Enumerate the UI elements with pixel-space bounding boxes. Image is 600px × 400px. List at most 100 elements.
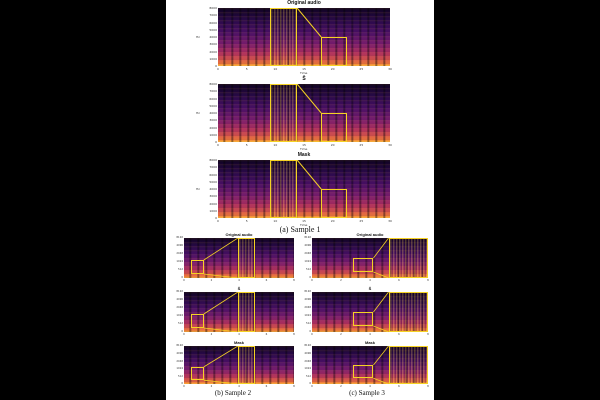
sample3-y-tick-label: 512: [306, 268, 311, 272]
sample-2-caption: (b) Sample 2: [214, 389, 252, 397]
sample2-y-tick-label: 2048: [176, 306, 183, 310]
sample1-x-tick-label: 5: [245, 67, 248, 71]
sample1-y-tick-label: 7000: [209, 13, 217, 18]
sample3-y-tick-label: 2048: [304, 252, 311, 256]
sample2-spectrogram: [184, 238, 294, 278]
sample2-x-tick-label: 0: [183, 333, 185, 336]
sample1-x-tick-label: 15: [302, 219, 306, 223]
sample3-x-tick-label: 8: [427, 333, 429, 336]
sample1-y-tick-label: 8000: [209, 158, 217, 163]
sample1-y-tick-label: 0: [215, 140, 217, 145]
sample1-x-tick-label: 10: [273, 219, 278, 223]
sample3-x-tick-label: 4: [369, 279, 371, 282]
sample2-spectrogram: [184, 292, 294, 332]
sample1-y-tick-label: 5000: [209, 179, 217, 184]
sample1-y-tick-label: 7000: [209, 89, 217, 94]
sample1-y-axis-label: Hz: [196, 111, 200, 115]
sample1-panel-title: Ŝ: [302, 76, 306, 82]
sample1-x-tick-label: 20: [330, 143, 335, 147]
sample1-x-tick-label: 5: [245, 219, 248, 223]
sample1-y-tick-label: 3000: [209, 42, 217, 47]
sample1-y-tick-label: 5000: [209, 27, 217, 32]
sample1-y-tick-label: 6000: [209, 96, 217, 101]
sample3-x-tick-label: 4: [369, 385, 371, 388]
sample1-panel-title: Original audio: [287, 0, 321, 6]
highlight-source-box: [190, 366, 204, 381]
sample2-panel-title: Ŝ: [237, 285, 241, 291]
sample1-x-tick-label: 15: [302, 67, 306, 71]
sample3-y-tick-label: 8192: [304, 344, 311, 348]
sample1-y-tick-label: 7000: [209, 165, 217, 170]
sample2-y-tick-label: 0: [181, 382, 183, 386]
sample2-x-tick-label: 8: [293, 385, 295, 388]
sample3-y-tick-label: 2048: [304, 306, 311, 310]
paper-page: (a) Sample 1 (b) Sample 2 (c) Sample 3 O…: [166, 0, 434, 400]
sample3-y-tick-label: 1024: [304, 260, 311, 264]
sample3-y-tick-label: 8192: [304, 290, 311, 294]
sample3-y-tick-label: 4096: [304, 244, 311, 248]
highlight-source-box: [352, 312, 374, 326]
sample2-y-tick-label: 8192: [176, 344, 183, 348]
sample3-y-tick-label: 512: [306, 322, 311, 326]
sample3-y-tick-label: 2048: [304, 359, 311, 363]
sample1-y-tick-label: 1000: [209, 132, 217, 137]
sample2-x-tick-label: 6: [265, 279, 268, 282]
sample1-y-tick-label: 4000: [209, 187, 217, 192]
sample3-y-tick-label: 1024: [304, 314, 311, 318]
highlight-source-box: [269, 8, 298, 66]
sample1-x-tick-label: 10: [273, 67, 278, 71]
highlight-source-box: [269, 160, 298, 218]
sample3-panel-title: Mask: [364, 339, 375, 345]
sample1-y-tick-label: 6000: [209, 20, 217, 25]
sample2-x-tick-label: 0: [183, 385, 185, 388]
sample-1-caption: (a) Sample 1: [279, 225, 321, 234]
sample1-y-tick-label: 5000: [209, 103, 217, 108]
highlight-source-box: [352, 258, 374, 272]
sample2-y-tick-label: 2048: [176, 252, 183, 256]
sample3-x-tick-label: 0: [311, 385, 313, 388]
sample1-y-tick-label: 8000: [209, 6, 217, 11]
sample1-y-tick-label: 2000: [209, 201, 217, 206]
sample3-panel-title: Ŝ: [368, 285, 372, 291]
sample1-y-tick-label: 6000: [209, 172, 217, 177]
sample3-x-tick-label: 2: [340, 333, 342, 336]
sample3-x-tick-label: 6: [398, 279, 400, 282]
sample3-y-tick-label: 4096: [304, 352, 311, 356]
sample1-x-tick-label: 30: [388, 219, 392, 223]
sample2-y-tick-label: 1024: [176, 367, 183, 371]
sample1-x-axis-label: Time: [300, 223, 308, 227]
highlight-zoom-box: [321, 189, 347, 218]
sample2-y-tick-label: 512: [178, 322, 183, 326]
sample2-x-tick-label: 6: [265, 333, 268, 336]
sample1-y-tick-label: 2000: [209, 125, 217, 130]
highlight-zoom-box: [237, 346, 256, 384]
sample2-x-tick-label: 2: [210, 279, 213, 282]
sample2-x-tick-label: 2: [210, 333, 213, 336]
sample1-x-axis-label: Time: [300, 71, 308, 75]
sample1-spectrogram: [218, 160, 390, 218]
sample2-x-tick-label: 2: [210, 385, 213, 388]
sample-3-caption: (c) Sample 3: [349, 389, 385, 397]
highlight-zoom-box: [237, 292, 256, 332]
sample1-x-tick-label: 5: [245, 143, 248, 147]
sample1-y-tick-label: 1000: [209, 56, 217, 61]
sample1-panel-title: Mask: [297, 152, 311, 158]
sample1-spectrogram: [218, 84, 390, 142]
highlight-zoom-box: [321, 113, 347, 142]
sample2-panel-title: Original audio: [225, 231, 253, 237]
sample1-x-tick-label: 15: [302, 143, 306, 147]
sample1-y-axis-label: Hz: [196, 187, 200, 191]
sample1-x-tick-label: 30: [388, 67, 392, 71]
sample3-y-tick-label: 1024: [304, 367, 311, 371]
sample2-y-tick-label: 4096: [176, 298, 183, 302]
sample2-y-tick-label: 0: [181, 330, 183, 334]
sample2-y-tick-label: 512: [178, 268, 183, 272]
sample3-y-tick-label: 8192: [304, 236, 311, 240]
sample1-y-tick-label: 1000: [209, 208, 217, 213]
highlight-source-box: [269, 84, 298, 142]
sample1-y-axis-label: Hz: [196, 35, 200, 39]
sample3-x-tick-label: 2: [340, 279, 342, 282]
sample2-panel-title: Mask: [233, 339, 244, 345]
sample3-spectrogram: [312, 292, 428, 332]
sample2-y-tick-label: 512: [178, 374, 183, 378]
